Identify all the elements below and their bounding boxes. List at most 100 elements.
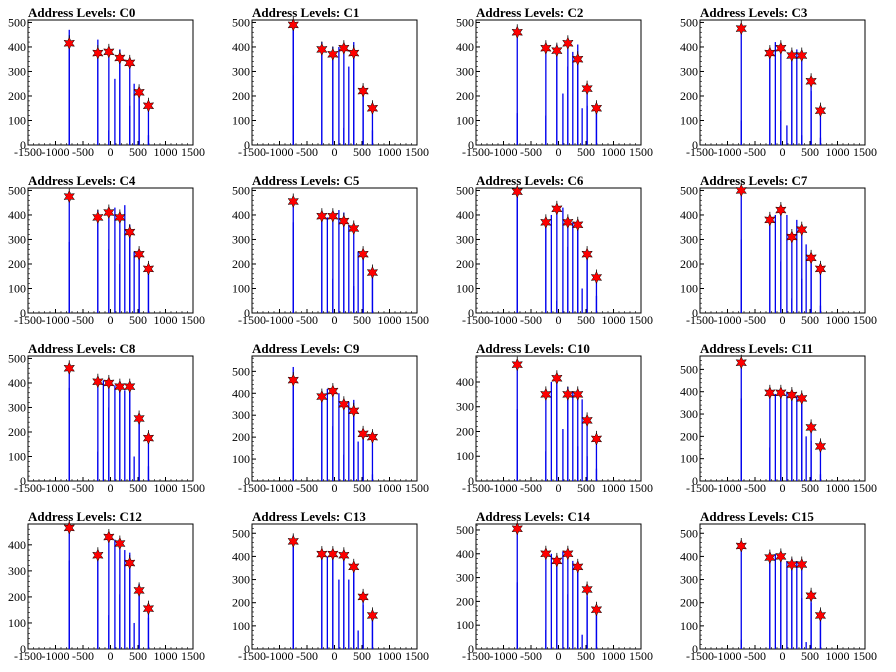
y-tick-label: 0	[20, 138, 26, 152]
peak-marker	[124, 225, 136, 239]
peak-marker	[338, 397, 350, 411]
y-tick-label: 300	[8, 232, 26, 246]
y-tick-label: 400	[680, 549, 698, 563]
x-tick-label: 500	[801, 145, 819, 159]
peak-marker	[551, 554, 563, 568]
x-tick-label: -1000	[42, 649, 70, 663]
y-tick-label: 300	[456, 400, 474, 414]
x-tick-label: -1500	[462, 649, 490, 663]
peak-marker	[764, 550, 776, 565]
plot-frame	[27, 187, 194, 314]
y-tick-label: 200	[456, 424, 474, 438]
y-tick-label: 500	[456, 523, 474, 537]
peak-marker	[316, 389, 328, 404]
peak-marker	[572, 560, 584, 574]
y-tick-label: 100	[8, 113, 26, 127]
peak-marker	[348, 560, 360, 574]
histogram-plot: 0 100 200 300 400 500 -1500 -1000 -500 0 500 1000 15…	[8, 351, 205, 495]
peak-marker	[287, 194, 299, 209]
y-tick-label: 400	[8, 40, 26, 54]
x-tick-label: 1000	[378, 145, 402, 159]
y-tick-label: 100	[456, 449, 474, 463]
y-tick-label: 200	[232, 89, 250, 103]
y-tick-label: 300	[680, 573, 698, 587]
x-tick-label: 1000	[154, 481, 178, 495]
y-tick-label: 100	[8, 281, 26, 295]
peak-marker	[316, 209, 328, 223]
peak-marker	[786, 48, 798, 63]
y-tick-label: 300	[8, 400, 26, 414]
peak-marker	[590, 270, 603, 285]
peak-marker	[338, 41, 350, 55]
y-tick-label: 100	[8, 616, 26, 630]
x-tick-label: -1500	[14, 145, 42, 159]
histogram-panel: Address Levels: C5 0 100 200 300 400 500 -1500-…	[224, 168, 448, 336]
panel-title: Address Levels: C10	[476, 341, 590, 356]
peak-marker	[796, 557, 808, 572]
x-tick-label: 1500	[405, 649, 429, 663]
x-tick-label: -500	[72, 481, 94, 495]
peak-marker	[590, 101, 603, 115]
peak-marker	[366, 101, 379, 115]
plot-frame	[27, 355, 194, 482]
x-tick-label: -1000	[42, 313, 70, 327]
y-tick-label: 400	[456, 208, 474, 222]
peak-marker	[581, 82, 593, 96]
y-tick-label: 500	[456, 183, 474, 197]
x-tick-label: 500	[801, 313, 819, 327]
x-tick-label: 0	[780, 649, 786, 663]
histogram-plot: 0 100 200 300 400 500 -1500 -1000 -500 0 500 1000 15…	[680, 354, 877, 495]
peak-marker	[805, 420, 817, 435]
x-tick-label: 500	[577, 481, 595, 495]
histogram-plot: 0 100 200 300 400 500 -1500 -1000 -500 0 500 1000 15…	[232, 355, 429, 495]
peak-marker	[327, 384, 339, 398]
x-tick-label: 0	[108, 481, 114, 495]
plot-frame	[699, 19, 866, 146]
peak-marker	[735, 183, 747, 198]
y-tick-label: 500	[680, 526, 698, 540]
panel-title: Address Levels: C12	[28, 509, 142, 524]
x-tick-label: 0	[108, 649, 114, 663]
x-tick-label: -1500	[238, 649, 266, 663]
y-tick-label: 400	[680, 385, 698, 399]
peak-marker	[316, 42, 328, 57]
peak-marker	[357, 84, 369, 98]
peak-marker	[327, 47, 339, 61]
panel-title: Address Levels: C5	[252, 173, 360, 188]
y-tick-label: 400	[232, 40, 250, 54]
x-tick-label: -1000	[266, 649, 294, 663]
x-tick-label: -500	[520, 313, 542, 327]
y-tick-label: 200	[232, 257, 250, 271]
panel-title: Address Levels: C11	[700, 341, 814, 356]
peak-marker	[92, 548, 104, 562]
x-tick-label: 500	[353, 481, 371, 495]
x-tick-label: 500	[129, 649, 147, 663]
y-tick-label: 0	[244, 138, 250, 152]
peak-marker	[796, 48, 808, 63]
y-tick-label: 500	[232, 183, 250, 197]
histogram-plot: 0 100 200 300 400 500 -1500 -1000 -500 0 500 1000 15…	[680, 15, 877, 159]
x-tick-label: -1500	[14, 649, 42, 663]
peak-marker	[114, 536, 126, 551]
x-tick-label: 1000	[602, 649, 626, 663]
x-tick-label: 1500	[853, 481, 877, 495]
x-tick-label: 1500	[405, 145, 429, 159]
x-tick-label: 0	[332, 649, 338, 663]
y-tick-label: 200	[232, 596, 250, 610]
y-tick-label: 400	[456, 375, 474, 389]
peak-marker	[327, 209, 339, 223]
x-tick-label: 500	[577, 313, 595, 327]
x-tick-label: -1500	[686, 649, 714, 663]
x-tick-label: -1000	[42, 481, 70, 495]
y-tick-label: 300	[680, 232, 698, 246]
y-tick-label: 100	[232, 452, 250, 466]
x-tick-label: 0	[108, 145, 114, 159]
y-tick-label: 200	[680, 89, 698, 103]
peak-marker	[142, 431, 155, 445]
y-tick-label: 400	[232, 386, 250, 400]
y-tick-label: 500	[232, 364, 250, 378]
x-tick-label: 0	[556, 481, 562, 495]
peak-marker	[735, 539, 747, 553]
x-tick-label: 1500	[629, 145, 653, 159]
peak-marker	[316, 547, 328, 561]
